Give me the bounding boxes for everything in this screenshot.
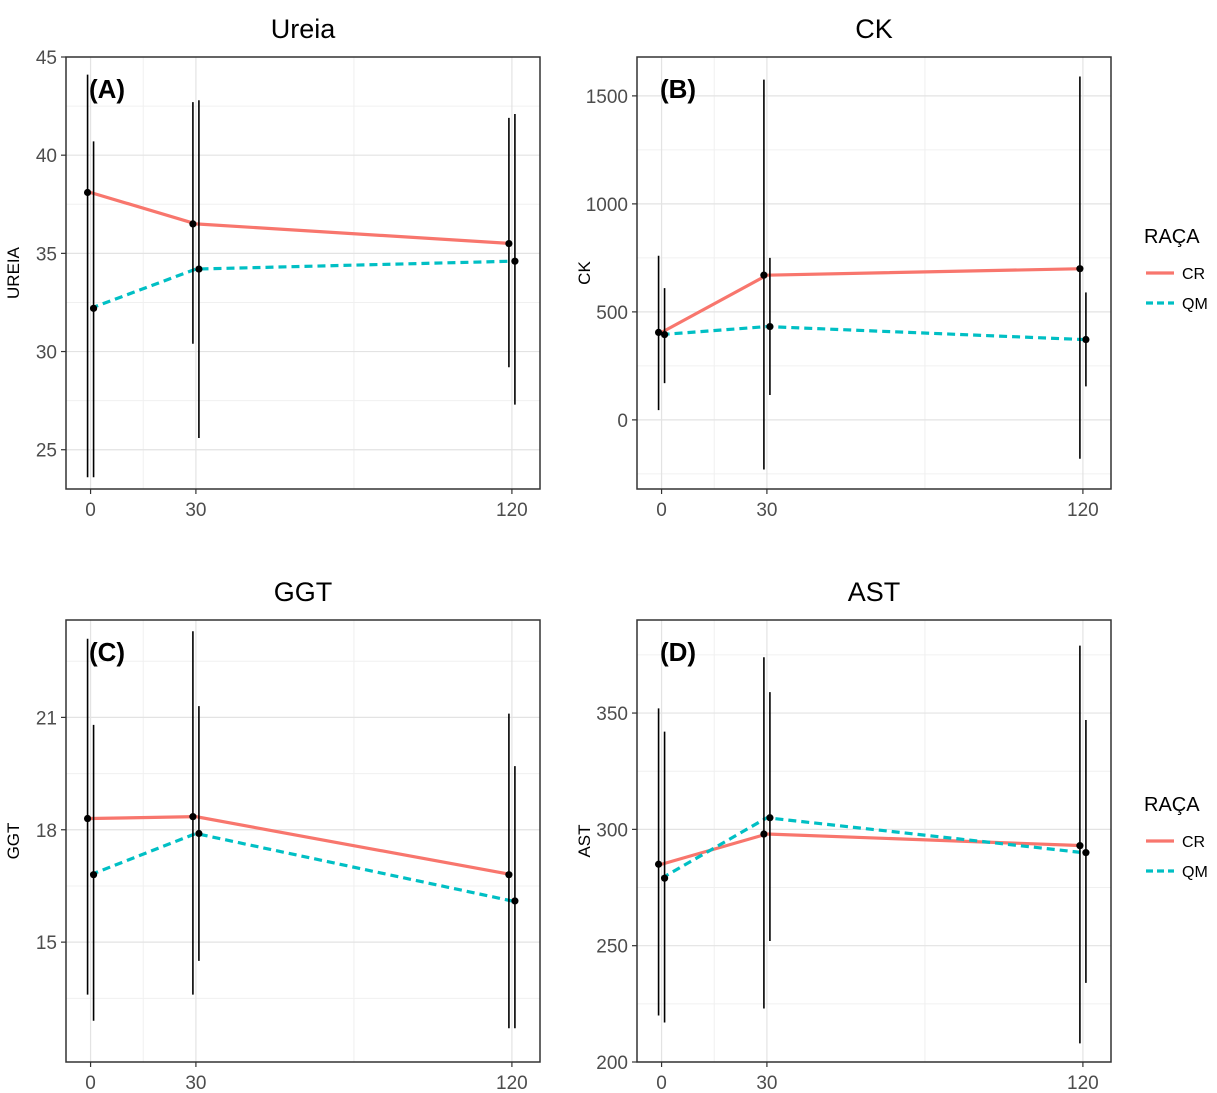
y-tick-label: 0	[617, 411, 628, 432]
data-point-qm	[89, 871, 98, 879]
data-point-qm	[511, 257, 519, 265]
y-tick-label: 21	[36, 708, 57, 729]
chart-title: CK	[855, 14, 893, 44]
y-tick-label: 25	[36, 441, 57, 462]
legend-label-cr: CR	[1182, 834, 1205, 851]
plot-background	[637, 620, 1111, 1062]
y-tick-label: 300	[596, 820, 628, 841]
legend-label-qm: QM	[1182, 296, 1208, 313]
panel-border	[65, 619, 541, 1063]
data-point-cr	[189, 220, 197, 228]
y-tick-label: 30	[36, 343, 57, 364]
data-point-qm	[660, 874, 669, 882]
data-point-qm	[1082, 335, 1090, 344]
x-tick-label: 30	[756, 1073, 777, 1093]
panel-border	[636, 56, 1112, 490]
legend-title: RAÇA	[1144, 226, 1200, 248]
panel-label: (B)	[660, 74, 696, 104]
chart-title: GGT	[274, 577, 333, 607]
y-tick-label: 40	[36, 146, 57, 167]
legend: RAÇA CR QM	[1144, 226, 1208, 313]
legend: RAÇA CR QM	[1144, 794, 1208, 881]
x-tick-label: 0	[656, 1073, 667, 1093]
x-tick-label: 120	[496, 1073, 528, 1093]
y-tick-label: 45	[36, 48, 57, 69]
chart-panel-d: 200 250 300 350 0 30 120 AST AST (D) RAÇA CR QM	[575, 577, 1208, 1093]
x-tick-label: 0	[85, 1073, 96, 1093]
legend-label-qm: QM	[1182, 864, 1208, 881]
panel-label: (A)	[89, 74, 125, 104]
x-tick-label: 30	[185, 500, 206, 521]
series-line-qm	[89, 831, 513, 903]
data-point-cr	[1076, 265, 1084, 273]
x-tick-label: 30	[756, 500, 777, 521]
y-tick-label: 250	[596, 937, 628, 958]
x-tick-label: 30	[185, 1073, 206, 1093]
y-axis-label: UREIA	[4, 246, 23, 299]
x-tick-label: 120	[1067, 1073, 1099, 1093]
plot-background	[66, 620, 540, 1062]
data-point-cr	[760, 830, 768, 838]
data-point-cr	[654, 328, 663, 336]
data-point-cr	[760, 271, 768, 279]
chart-title: Ureia	[271, 14, 337, 44]
data-point-qm	[195, 265, 203, 273]
data-point-qm	[1082, 849, 1090, 857]
panel-label: (C)	[89, 637, 125, 667]
chart-title: AST	[848, 577, 901, 607]
plot-background	[66, 57, 540, 489]
data-point-cr	[1076, 842, 1084, 850]
x-tick-label: 120	[1067, 500, 1099, 521]
x-tick-label: 0	[656, 500, 667, 521]
chart-panel-c: 15 18 21 0 30 120 GGT GGT (C)	[4, 577, 541, 1093]
data-point-cr	[83, 188, 92, 197]
data-point-qm	[766, 814, 774, 822]
gridlines	[66, 620, 540, 1062]
data-point-cr	[505, 239, 513, 248]
legend-label-cr: CR	[1182, 266, 1205, 283]
y-tick-label: 35	[36, 244, 57, 265]
panel-border	[65, 56, 541, 490]
y-tick-label: 200	[596, 1053, 628, 1074]
data-point-cr	[83, 814, 92, 823]
chart-panel-a: 25 30 35 40 45 0 30 120 Ureia UREIA (A)	[4, 14, 541, 521]
y-tick-label: 18	[36, 821, 57, 842]
data-point-qm	[511, 897, 519, 905]
legend-title: RAÇA	[1144, 794, 1200, 816]
x-tick-label: 0	[85, 500, 96, 521]
data-point-cr	[189, 813, 197, 821]
data-point-qm	[766, 322, 774, 331]
data-point-qm	[660, 330, 669, 339]
chart-panel-b: 0 500 1000 1500 0 30 120 CK CK (B) RAÇA CR QM	[575, 14, 1208, 521]
panel-label: (D)	[660, 637, 696, 667]
y-tick-label: 1000	[586, 195, 628, 216]
data-point-qm	[89, 304, 98, 312]
y-tick-label: 15	[36, 933, 57, 954]
data-point-cr	[505, 871, 513, 879]
data-point-qm	[195, 829, 203, 838]
panel-border	[636, 619, 1112, 1063]
y-axis-label: GGT	[4, 823, 23, 860]
data-point-cr	[654, 860, 663, 868]
x-tick-label: 120	[496, 500, 528, 521]
y-tick-label: 350	[596, 704, 628, 725]
y-tick-label: 500	[596, 303, 628, 324]
y-axis-label: CK	[575, 261, 594, 285]
y-axis-label: AST	[575, 824, 594, 857]
y-tick-label: 1500	[586, 87, 628, 108]
